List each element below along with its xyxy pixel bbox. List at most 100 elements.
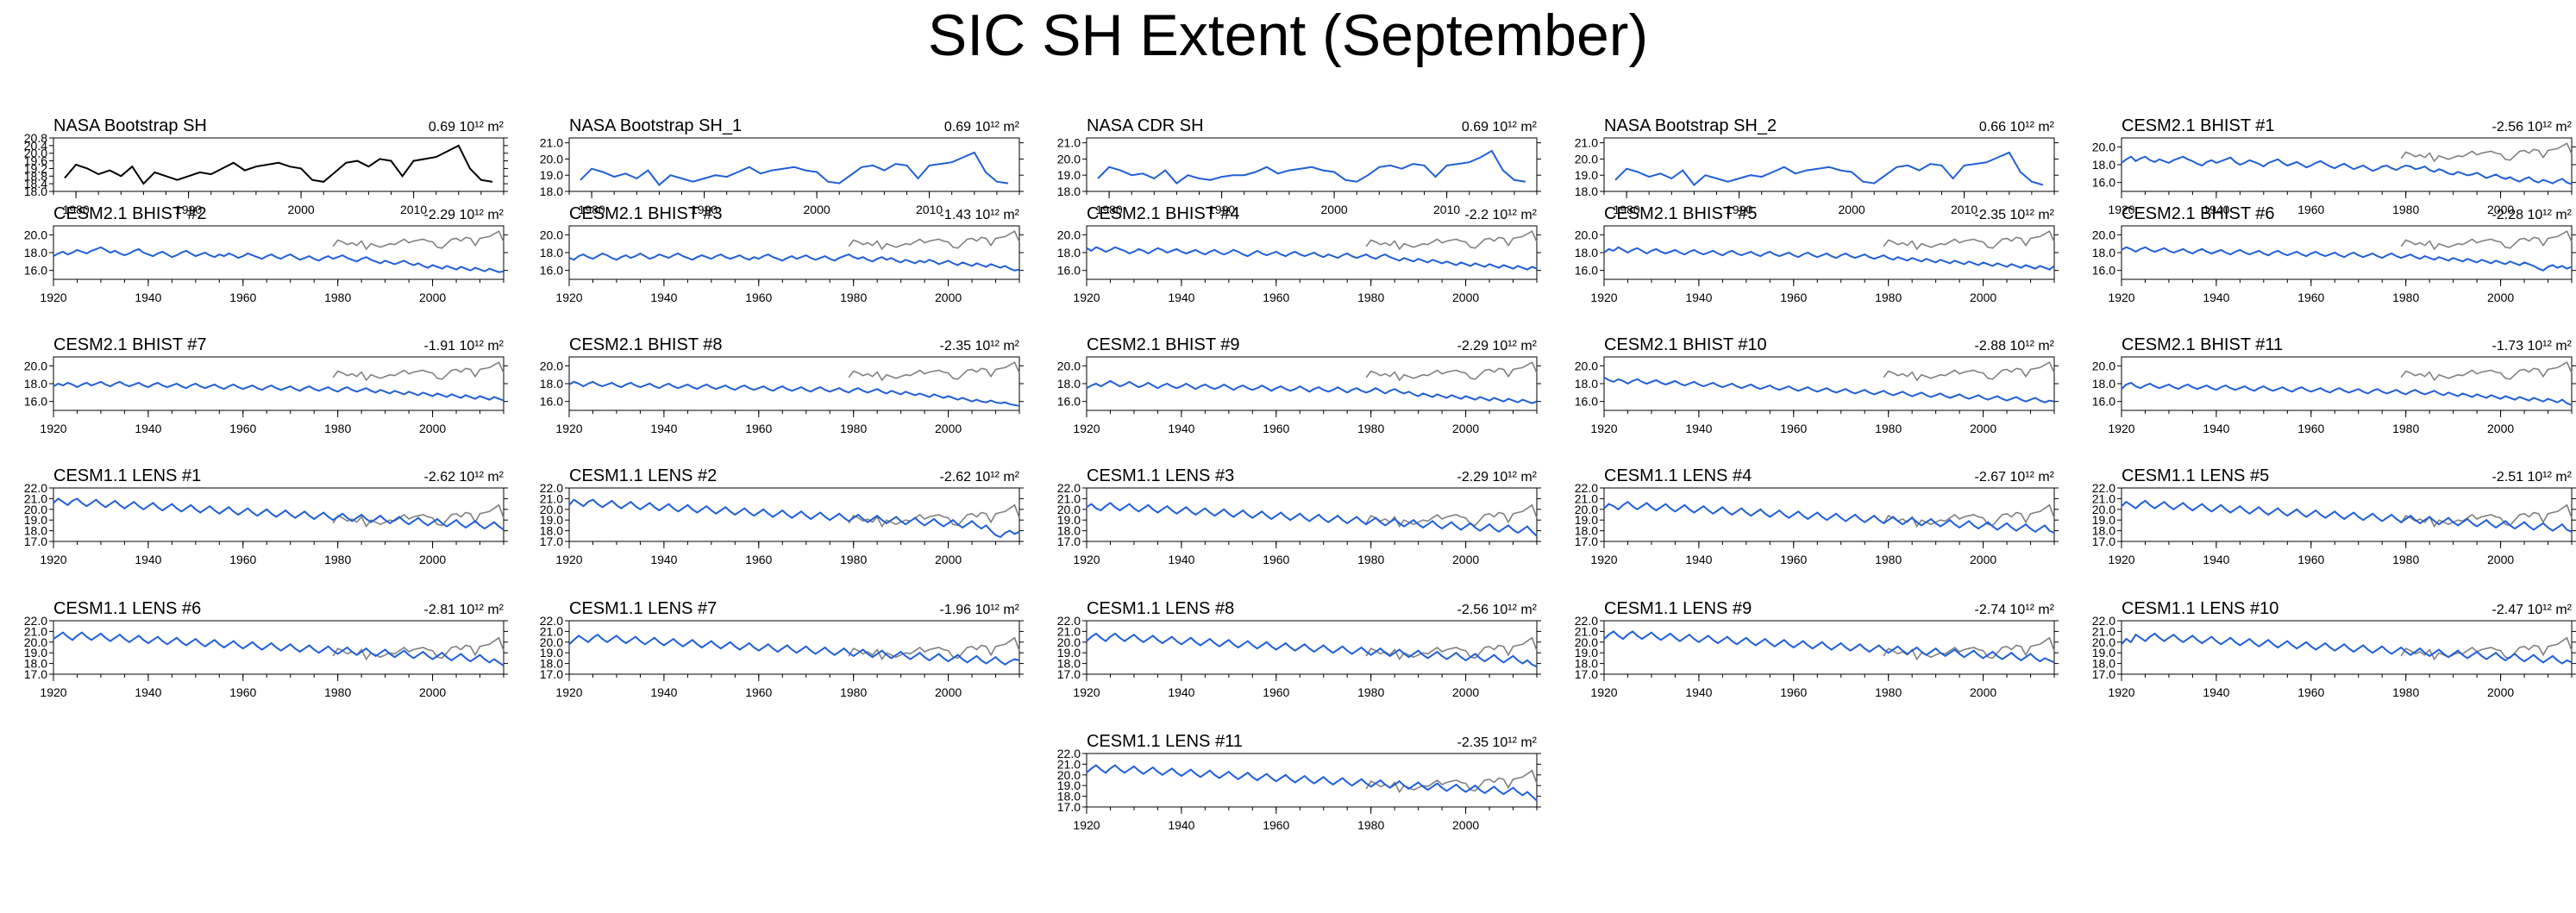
panel-title: CESM2.1 BHIST #2 [53, 204, 206, 223]
x-tick-label: 1960 [1263, 291, 1289, 304]
y-tick-label: 19.0 [1575, 513, 1598, 527]
panel-title: CESM2.1 BHIST #1 [2122, 116, 2274, 135]
x-tick-label: 1980 [840, 553, 867, 566]
y-tick-label: 18.0 [24, 377, 47, 391]
y-tick-label: 21.0 [1057, 491, 1081, 505]
chart-panel: CESM2.1 BHIST #1 -2.56 10¹² m² 20.0 18.0 16.… [2092, 116, 2576, 216]
y-tick-label: 20.0 [24, 228, 47, 241]
trend-label: 0.69 10¹² m² [1462, 120, 1538, 134]
figure-title: SIC SH Extent (September) [927, 3, 1649, 68]
y-tick-label: 22.0 [2092, 614, 2115, 628]
trend-label: -2.2 10¹² m² [1464, 208, 1537, 222]
x-tick-label: 1920 [555, 422, 582, 435]
x-tick-label: 1940 [1168, 291, 1194, 304]
y-tick-label: 20.0 [1575, 503, 1598, 516]
x-tick-label: 1940 [2203, 422, 2229, 435]
y-tick-label: 16.0 [2092, 395, 2115, 409]
series-line [568, 252, 1020, 272]
y-tick-label: 22.0 [1057, 481, 1081, 495]
x-tick-label: 1990 [691, 203, 718, 216]
x-tick-label: 1960 [745, 553, 772, 566]
x-tick-label: 1920 [1590, 422, 1617, 435]
y-tick-label: 20.0 [1575, 359, 1598, 372]
x-tick-label: 2000 [2487, 685, 2514, 699]
trend-label: -2.29 10¹² m² [1457, 339, 1538, 353]
y-tick-label: 16.0 [2092, 264, 2115, 278]
series-line [1603, 630, 2055, 664]
plot-frame [1086, 487, 1538, 542]
x-tick-label: 1980 [1357, 685, 1384, 699]
x-tick-label: 1980 [324, 291, 351, 304]
y-tick-label: 17.0 [1575, 667, 1598, 681]
chart-panel: CESM2.1 BHIST #9 -2.29 10¹² m² 20.0 18.0 16.… [1057, 335, 1541, 435]
x-tick-label: 1920 [2108, 553, 2134, 566]
x-tick-label: 1980 [1875, 422, 1902, 435]
x-tick-label: 1920 [40, 291, 66, 304]
panel-title: CESM1.1 LENS #9 [1604, 599, 1752, 618]
x-tick-label: 1960 [1780, 422, 1807, 435]
y-tick-label: 18.0 [2092, 377, 2115, 391]
y-tick-label: 20.0 [540, 635, 563, 649]
y-tick-label: 17.0 [1575, 535, 1598, 548]
x-tick-label: 1990 [1208, 203, 1235, 216]
y-tick-label: 19.0 [24, 646, 47, 660]
x-tick-label: 1960 [2297, 291, 2324, 304]
series-line [1086, 764, 1538, 802]
x-tick-label: 1940 [135, 291, 161, 304]
panel-title: CESM1.1 LENS #7 [569, 599, 717, 618]
y-tick-label: 18.0 [1057, 524, 1081, 538]
x-tick-label: 1990 [1726, 203, 1752, 216]
obs-overlay-line [2400, 230, 2573, 251]
chart-panel: CESM1.1 LENS #3 -2.29 10¹² m² 22.021.020.0… [1057, 466, 1541, 566]
x-tick-label: 1960 [1780, 685, 1807, 699]
chart-panel: CESM1.1 LENS #2 -2.62 10¹² m² 22.021.020.0… [540, 466, 1024, 566]
chart-panel: CESM2.1 BHIST #8 -2.35 10¹² m² 20.0 18.0 16.… [540, 335, 1024, 435]
obs-overlay-line [848, 503, 1020, 528]
x-tick-label: 1940 [650, 553, 677, 566]
x-tick-label: 2000 [1452, 553, 1479, 566]
y-tick-label: 20.0 [540, 503, 563, 516]
x-tick-label: 1940 [135, 553, 161, 566]
panel-title: CESM2.1 BHIST #4 [1087, 204, 1239, 223]
x-tick-label: 2000 [1321, 203, 1348, 216]
y-tick-label: 20.0 [2092, 140, 2115, 153]
panel-title: CESM1.1 LENS #5 [2122, 466, 2269, 485]
x-tick-label: 1960 [229, 685, 256, 699]
plot-frame [2121, 620, 2573, 675]
y-tick-label: 19.0 [24, 513, 47, 527]
x-tick-label: 2010 [916, 203, 943, 216]
x-tick-label: 1920 [1073, 422, 1100, 435]
x-tick-label: 1940 [1168, 553, 1194, 566]
trend-label: -2.74 10¹² m² [1975, 603, 2055, 617]
plot-frame [1086, 620, 1538, 675]
chart-panel: CESM2.1 BHIST #4 -2.2 10¹² m² 20.0 18.0 16.0… [1057, 204, 1541, 304]
y-tick-label: 19.0 [2092, 646, 2115, 660]
chart-panel: CESM2.1 BHIST #5 -2.35 10¹² m² 20.0 18.0 16.… [1575, 204, 2059, 304]
plot-frame [568, 225, 1020, 280]
y-tick-label: 19.0 [2092, 513, 2115, 527]
trend-label: -2.29 10¹² m² [424, 208, 505, 222]
trend-label: -2.81 10¹² m² [424, 603, 505, 617]
chart-panel: CESM1.1 LENS #5 -2.51 10¹² m² 22.021.020.0… [2092, 466, 2576, 566]
y-tick-label: 19.0 [1057, 779, 1081, 792]
y-tick-label: 18.0 [1575, 246, 1598, 260]
y-tick-label: 18.0 [24, 184, 47, 198]
series-line [1603, 376, 2055, 403]
series-line [1086, 632, 1538, 668]
x-tick-label: 2000 [935, 553, 962, 566]
y-tick-label: 18.0 [1575, 184, 1598, 198]
y-tick-label: 21.0 [1057, 136, 1081, 150]
panel-title: CESM2.1 BHIST #3 [569, 204, 722, 223]
panel-title: CESM2.1 BHIST #7 [53, 335, 206, 354]
y-tick-label: 16.0 [2092, 176, 2115, 190]
panel-title: CESM1.1 LENS #11 [1087, 732, 1243, 751]
x-tick-label: 1980 [1357, 553, 1384, 566]
x-tick-label: 2000 [1452, 818, 1479, 832]
y-tick-label: 21.0 [540, 491, 563, 505]
plot-frame [53, 356, 505, 411]
y-tick-label: 16.0 [540, 264, 563, 278]
y-tick-label: 19.2 [24, 161, 47, 175]
series-line [2121, 155, 2573, 185]
plot-frame [1086, 753, 1538, 808]
x-tick-label: 1920 [1590, 553, 1617, 566]
